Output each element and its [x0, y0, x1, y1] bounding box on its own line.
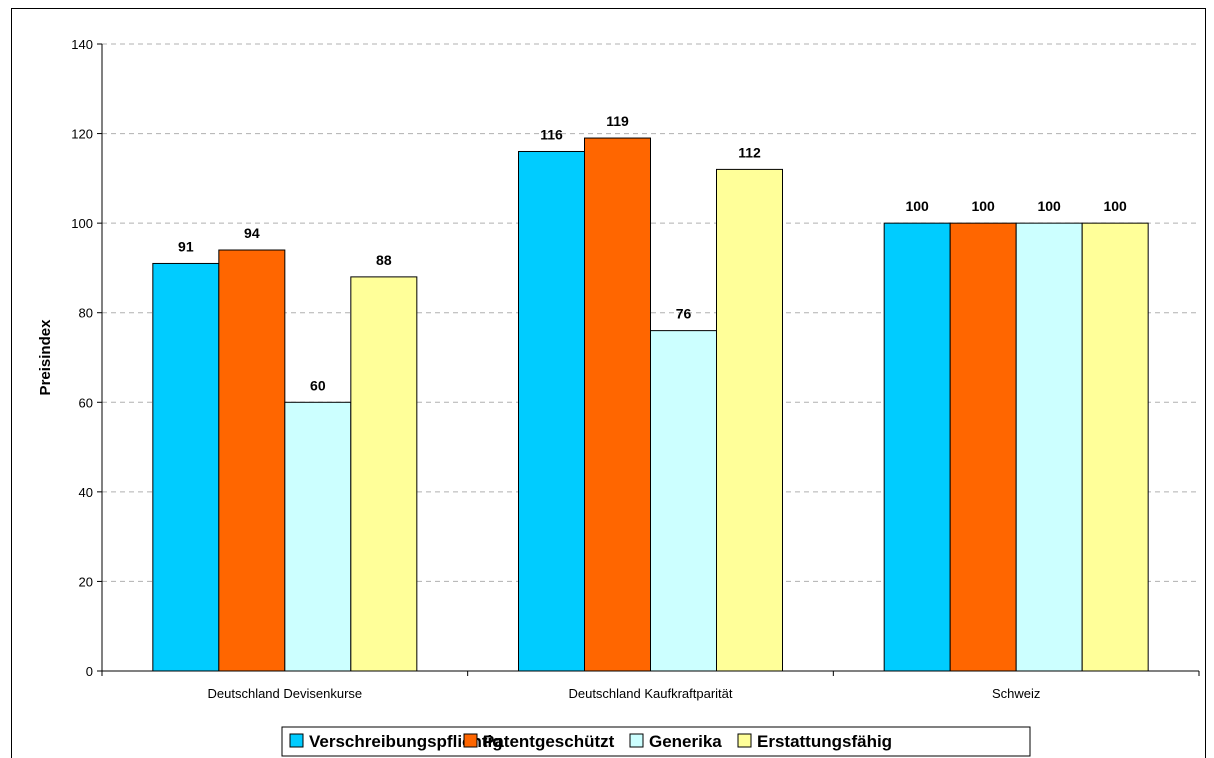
y-tick-label: 140	[71, 37, 93, 52]
data-label: 60	[310, 377, 326, 393]
y-tick-label: 80	[79, 306, 93, 321]
data-label: 112	[738, 144, 761, 160]
legend-swatch	[463, 733, 478, 748]
data-label: 100	[905, 198, 929, 214]
bar	[152, 262, 220, 672]
chart-frame	[11, 8, 1206, 758]
bar	[218, 249, 286, 672]
legend-box	[281, 726, 1031, 757]
bar	[883, 222, 951, 672]
y-tick-label: 40	[79, 485, 93, 500]
bar	[350, 276, 418, 672]
legend-label: Erstattungsfähig	[757, 732, 892, 751]
data-label: 100	[1037, 198, 1061, 214]
x-tick-label: Deutschland Kaufkraftparität	[568, 686, 732, 701]
bar	[650, 330, 717, 672]
data-label: 116	[540, 126, 563, 142]
bar	[1081, 222, 1149, 672]
bar	[518, 150, 585, 672]
bar	[949, 222, 1017, 672]
data-label: 76	[676, 306, 692, 322]
y-tick-label: 20	[79, 574, 93, 589]
legend-label: Verschreibungspflichtig	[309, 732, 503, 751]
bar	[716, 168, 783, 672]
x-tick-label: Schweiz	[992, 686, 1040, 701]
bar	[1015, 222, 1083, 672]
data-label: 94	[244, 225, 260, 241]
legend-label: Generika	[649, 732, 722, 751]
legend-label: Patentgeschützt	[483, 732, 615, 751]
bar	[284, 401, 352, 672]
legend-swatch	[289, 733, 304, 748]
legend-swatch	[629, 733, 644, 748]
y-tick-label: 120	[71, 127, 93, 142]
legend-swatch	[737, 733, 752, 748]
data-label: 100	[971, 198, 995, 214]
data-label: 100	[1103, 198, 1127, 214]
x-tick-label: Deutschland Devisenkurse	[208, 686, 363, 701]
data-label: 91	[178, 238, 194, 254]
bar	[584, 137, 651, 672]
y-tick-label: 100	[71, 216, 93, 231]
data-label: 119	[606, 113, 629, 129]
y-axis-label: Preisindex	[37, 319, 54, 396]
data-label: 88	[376, 252, 392, 268]
y-tick-label: 60	[79, 395, 93, 410]
y-tick-label: 0	[86, 664, 93, 679]
